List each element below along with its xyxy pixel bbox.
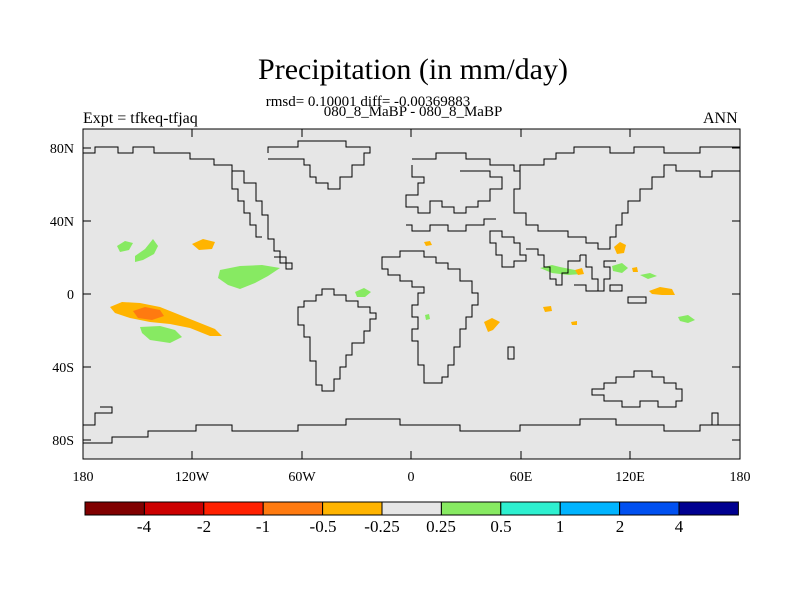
- anomaly-region-south-asia-orange: [575, 268, 584, 275]
- x-tick-label: 120E: [615, 470, 645, 485]
- y-tick-labels: 80N 40N 0 40S 80S: [50, 142, 74, 449]
- anomaly-region-philippine-green: [612, 263, 628, 273]
- coastline-asia-east: [513, 164, 740, 250]
- coastline-central-america: [231, 171, 262, 238]
- colorbar-label: -0.5: [310, 517, 337, 536]
- coastline-antarctica: [83, 418, 740, 444]
- anomaly-region-australia-orange: [571, 321, 577, 325]
- coastline-eurasia-north: [412, 146, 740, 172]
- anomaly-region-indian-ocean-orange: [543, 306, 552, 312]
- colorbar-label: -4: [137, 517, 152, 536]
- colorbar-swatch: [440, 501, 502, 516]
- anomaly-region-africa-green: [425, 314, 430, 320]
- coastline-south-america: [297, 288, 377, 392]
- anomaly-region-madagascar-orange: [484, 318, 500, 332]
- anomaly-region-west-pacific-green: [640, 273, 657, 279]
- anomaly-region-south-pacific-green: [678, 315, 695, 323]
- cases-line: 080_8_MaBP - 080_8_MaBP: [323, 104, 503, 120]
- anomaly-region-northeast-pacific-orange: [192, 239, 215, 250]
- coastline-india: [526, 248, 581, 286]
- experiment-label: Expt = tfkeq-tfjaq: [83, 110, 198, 127]
- x-tick-label: 0: [408, 470, 415, 485]
- anomaly-region-hawaii-green-b: [135, 239, 158, 262]
- map-background: [83, 129, 740, 459]
- stats-line: rmsd= 0.10001 diff= -0.00369883: [265, 94, 471, 110]
- colorbar-swatch: [678, 501, 739, 516]
- y-tick-label: 40S: [52, 361, 74, 376]
- colorbar-label: 0.5: [490, 517, 511, 536]
- colorbar-label: 0.25: [426, 517, 456, 536]
- y-tick-label: 0: [67, 288, 74, 303]
- colorbar-swatch: [559, 501, 621, 516]
- x-tick-label: 120W: [175, 470, 210, 485]
- coastline-southeast-asia: [580, 254, 616, 292]
- colorbar-swatch: [322, 501, 383, 516]
- anomaly-region-equatorial-pacific-orange: [649, 287, 675, 295]
- anomaly-region-central-pacific-strong: [133, 307, 164, 320]
- coastline-greenland: [267, 140, 371, 190]
- colorbar-swatch: [262, 501, 324, 516]
- anomaly-region-atlantic-green: [355, 288, 371, 297]
- colorbar-label: 1: [556, 517, 565, 536]
- colorbar-swatch: [143, 501, 205, 516]
- colorbar-swatch: [381, 501, 442, 516]
- colorbar-label: -1: [256, 517, 270, 536]
- coastline-africa: [381, 250, 479, 384]
- anomaly-region-pacific-green-south: [140, 326, 182, 343]
- x-tick-label: 60W: [288, 470, 316, 485]
- plot-title: Precipitation (in mm/day): [258, 53, 568, 86]
- anomaly-region-hawaii-green-a: [117, 241, 133, 252]
- y-tick-label: 80S: [52, 434, 74, 449]
- coastline-arabia: [489, 230, 527, 268]
- colorbar-swatch: [84, 501, 145, 516]
- x-tick-label: 60E: [510, 470, 533, 485]
- colorbar-label: -0.25: [364, 517, 399, 536]
- colorbar-label: 2: [616, 517, 625, 536]
- coastline-mediterranean: [406, 218, 496, 232]
- anomaly-region-west-africa-orange: [424, 241, 432, 246]
- anomaly-region-pacific-green-north: [218, 265, 280, 289]
- colorbar: [84, 501, 739, 516]
- coastline-madagascar: [507, 346, 515, 360]
- x-tick-labels: 180 120W 60W 0 60E 120E 180: [73, 470, 751, 485]
- season-label: ANN: [703, 110, 738, 127]
- coastline-europe: [405, 165, 503, 214]
- axis-ticks: [82, 129, 741, 459]
- colorbar-label: -2: [197, 517, 211, 536]
- colorbar-label: 4: [675, 517, 684, 536]
- coastline-indonesia: [574, 284, 647, 304]
- anomaly-layer: [110, 239, 695, 343]
- colorbar-swatch: [203, 501, 264, 516]
- colorbar-labels: -4 -2 -1 -0.5 -0.25 0.25 0.5 1 2 4: [137, 517, 684, 536]
- coastline-antarctic-peninsula: [83, 406, 113, 426]
- coastlines: [83, 140, 740, 444]
- coastline-north-america: [83, 146, 293, 270]
- colorbar-swatch: [500, 501, 561, 516]
- anomaly-region-east-asia-orange: [614, 242, 626, 254]
- colorbar-swatch: [619, 501, 680, 516]
- x-tick-label: 180: [730, 470, 751, 485]
- y-tick-label: 40N: [50, 215, 74, 230]
- x-tick-label: 180: [73, 470, 94, 485]
- coastline-australia: [591, 370, 683, 408]
- y-tick-label: 80N: [50, 142, 74, 157]
- anomaly-region-west-pacific-orange: [632, 267, 638, 272]
